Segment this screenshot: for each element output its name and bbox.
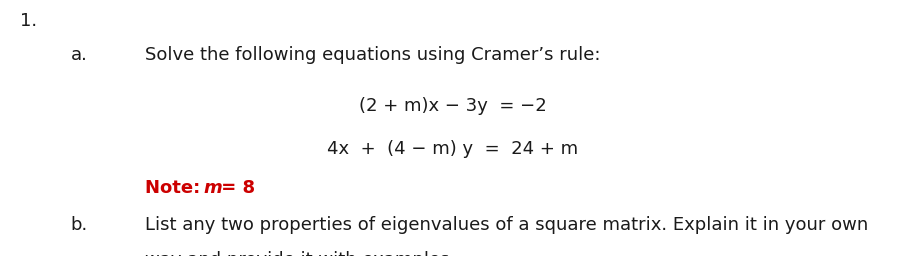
Text: 1.: 1. [20,12,37,29]
Text: m: m [204,179,223,197]
Text: (2 + m)x − 3y  = −2: (2 + m)x − 3y = −2 [358,97,547,115]
Text: b.: b. [71,216,88,234]
Text: 4x  +  (4 − m) y  =  24 + m: 4x + (4 − m) y = 24 + m [327,140,578,157]
Text: way and provide it with examples.: way and provide it with examples. [145,251,455,256]
Text: = 8: = 8 [215,179,255,197]
Text: Note:: Note: [145,179,206,197]
Text: a.: a. [71,46,88,64]
Text: List any two properties of eigenvalues of a square matrix. Explain it in your ow: List any two properties of eigenvalues o… [145,216,868,234]
Text: Solve the following equations using Cramer’s rule:: Solve the following equations using Cram… [145,46,600,64]
